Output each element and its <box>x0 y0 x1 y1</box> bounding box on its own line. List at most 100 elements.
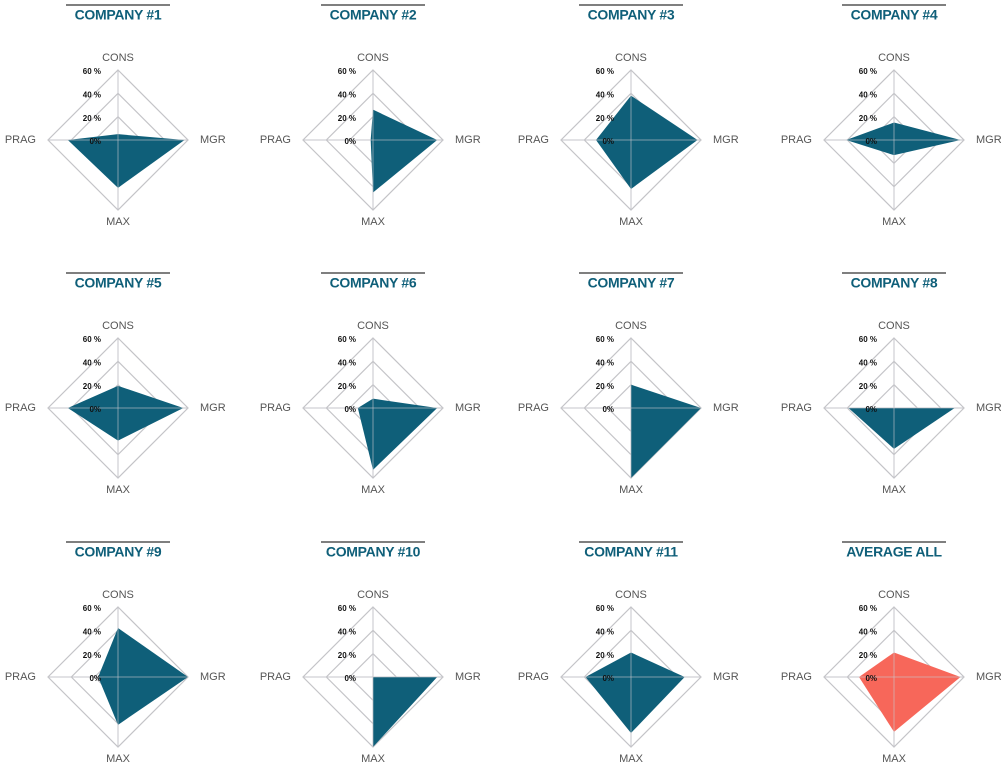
r-tick-label: 40 % <box>596 627 614 636</box>
radar-chart: COMPANY #6 0% 20 % 40 % 60 %CONS MGR MAX PRAG <box>260 272 481 496</box>
axis-label: PRAG <box>781 134 812 146</box>
chart-title: COMPANY #10 <box>326 544 421 560</box>
chart-title: COMPANY #6 <box>330 275 417 291</box>
axis-label: MGR <box>713 402 739 414</box>
radar-area <box>67 385 184 441</box>
axis-label: MGR <box>200 402 226 414</box>
r-tick-label: 60 % <box>596 67 614 76</box>
r-tick-label: 20 % <box>83 114 101 123</box>
axis-label: CONS <box>878 320 910 332</box>
chart-title: COMPANY #9 <box>75 544 162 560</box>
radar-area <box>848 408 955 449</box>
axis-label: MAX <box>361 216 386 228</box>
axis-label: PRAG <box>518 134 549 146</box>
axis-label: PRAG <box>518 402 549 414</box>
r-tick-label: 20 % <box>338 114 356 123</box>
axis-label: CONS <box>615 589 647 601</box>
r-tick-label: 0% <box>89 674 101 683</box>
axis-label: MGR <box>200 134 226 146</box>
chart-title: COMPANY #3 <box>588 7 675 23</box>
r-tick-label: 40 % <box>83 90 101 99</box>
r-tick-label: 60 % <box>83 335 101 344</box>
r-tick-label: 60 % <box>338 67 356 76</box>
axis-label: MAX <box>361 753 386 765</box>
chart-title: COMPANY #11 <box>584 544 678 560</box>
axis-label: MGR <box>455 134 481 146</box>
axis-label: MAX <box>619 216 644 228</box>
r-tick-label: 20 % <box>338 382 356 391</box>
radar-area <box>596 95 698 189</box>
axis-label: PRAG <box>781 402 812 414</box>
radar-chart: COMPANY #10 0% 20 % 40 % 60 %CONS MGR MAX PRAG <box>260 541 481 765</box>
axis-label: MAX <box>882 216 907 228</box>
radar-chart: COMPANY #7 0% 20 % 40 % 60 %CONS MGR MAX PRAG <box>518 272 739 496</box>
r-tick-label: 0% <box>344 674 356 683</box>
r-tick-label: 60 % <box>859 67 877 76</box>
axis-label: CONS <box>878 52 910 64</box>
radar-chart: COMPANY #3 0% 20 % 40 % 60 %CONS MGR MAX PRAG <box>518 4 739 228</box>
r-tick-label: 60 % <box>338 335 356 344</box>
axis-label: MAX <box>882 484 907 496</box>
r-tick-label: 0% <box>865 674 877 683</box>
r-tick-label: 0% <box>344 137 356 146</box>
r-tick-label: 40 % <box>859 90 877 99</box>
axis-label: PRAG <box>260 671 291 683</box>
chart-title: COMPANY #8 <box>851 275 938 291</box>
r-tick-label: 40 % <box>859 627 877 636</box>
axis-label: MAX <box>106 484 131 496</box>
axis-label: PRAG <box>781 671 812 683</box>
r-tick-label: 0% <box>602 137 614 146</box>
axis-label: MGR <box>976 671 1001 683</box>
chart-title: COMPANY #1 <box>75 7 162 23</box>
r-tick-label: 20 % <box>596 382 614 391</box>
axis-label: CONS <box>615 320 647 332</box>
radar-area <box>370 109 438 193</box>
r-tick-label: 60 % <box>83 67 101 76</box>
axis-label: CONS <box>357 52 389 64</box>
r-tick-label: 20 % <box>859 382 877 391</box>
r-tick-label: 20 % <box>596 114 614 123</box>
r-tick-label: 40 % <box>83 627 101 636</box>
axis-label: CONS <box>357 589 389 601</box>
axis-label: MGR <box>713 671 739 683</box>
axis-label: CONS <box>615 52 647 64</box>
r-tick-label: 60 % <box>859 604 877 613</box>
r-tick-label: 40 % <box>859 358 877 367</box>
axis-label: CONS <box>102 589 134 601</box>
axis-label: CONS <box>102 52 134 64</box>
r-tick-label: 40 % <box>338 90 356 99</box>
r-tick-label: 60 % <box>338 604 356 613</box>
axis-label: MAX <box>619 753 644 765</box>
chart-title: COMPANY #7 <box>588 275 675 291</box>
axis-label: MGR <box>976 402 1001 414</box>
axis-label: MGR <box>455 402 481 414</box>
r-tick-label: 40 % <box>338 627 356 636</box>
r-tick-label: 0% <box>865 137 877 146</box>
radar-chart: COMPANY #9 0% 20 % 40 % 60 %CONS MGR MAX PRAG <box>5 541 226 765</box>
axis-label: PRAG <box>260 134 291 146</box>
r-tick-label: 40 % <box>338 358 356 367</box>
r-tick-label: 0% <box>89 137 101 146</box>
r-tick-label: 0% <box>865 405 877 414</box>
radar-chart: COMPANY #11 0% 20 % 40 % 60 %CONS MGR MAX PRAG <box>518 541 739 765</box>
r-tick-label: 20 % <box>83 651 101 660</box>
radar-chart: COMPANY #2 0% 20 % 40 % 60 %CONS MGR MAX PRAG <box>260 4 481 228</box>
axis-label: MAX <box>882 753 907 765</box>
r-tick-label: 20 % <box>338 651 356 660</box>
axis-label: CONS <box>102 320 134 332</box>
r-tick-label: 0% <box>89 405 101 414</box>
r-tick-label: 20 % <box>596 651 614 660</box>
axis-label: MAX <box>619 484 644 496</box>
axis-label: PRAG <box>260 402 291 414</box>
r-tick-label: 0% <box>602 405 614 414</box>
chart-title: COMPANY #2 <box>330 7 417 23</box>
axis-label: PRAG <box>5 402 36 414</box>
r-tick-label: 40 % <box>596 90 614 99</box>
radar-area <box>357 398 438 470</box>
r-tick-label: 0% <box>602 674 614 683</box>
radar-chart: COMPANY #1 0% 20 % 40 % 60 %CONS MGR MAX PRAG <box>5 4 226 228</box>
chart-title: AVERAGE ALL <box>846 544 942 560</box>
radar-area <box>67 134 185 188</box>
radar-area <box>98 628 188 725</box>
